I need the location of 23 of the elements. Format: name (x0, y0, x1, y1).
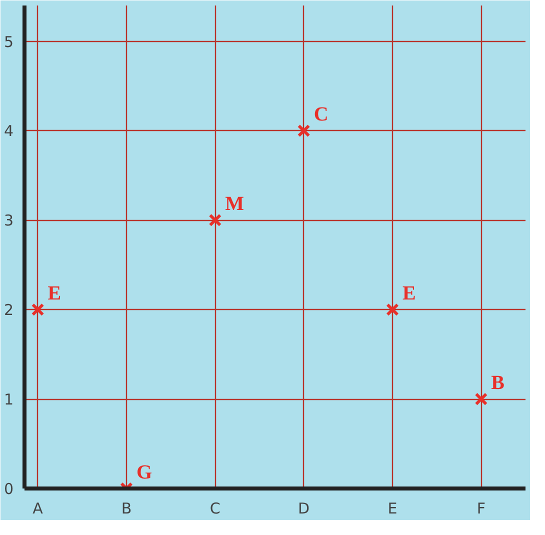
x-tick-label: C (210, 500, 220, 518)
point (208, 214, 222, 227)
x-tick-label: D (298, 500, 310, 518)
point (474, 392, 488, 406)
point (31, 303, 44, 316)
point (297, 124, 310, 138)
annotation: E (402, 282, 416, 305)
annotation: G (136, 462, 152, 484)
x-tick-label: A (32, 500, 44, 518)
x-tick-label: B (121, 500, 132, 518)
y-tick-label: 3 (4, 212, 14, 230)
x-tick-label: F (476, 500, 486, 518)
x-tick-label: E (388, 500, 398, 518)
y-tick-label: 2 (4, 301, 14, 320)
y-tick-label: 1 (4, 390, 14, 409)
annotation: C (314, 104, 328, 126)
annotation: M (225, 193, 244, 216)
annotation: B (491, 372, 505, 394)
y-tick-label: 0 (4, 480, 14, 498)
annotation: E (48, 282, 62, 305)
point (386, 303, 399, 316)
y-tick-label: 4 (4, 122, 14, 140)
y-tick-label: 5 (4, 32, 14, 51)
